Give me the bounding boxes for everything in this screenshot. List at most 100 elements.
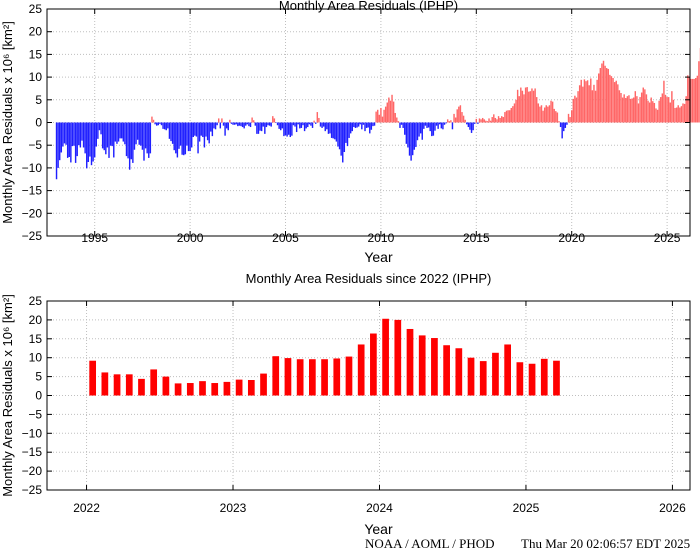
chart1-bar: [435, 122, 438, 126]
chart1-bar: [105, 122, 107, 155]
chart1-bar: [351, 122, 353, 132]
chart1-bar: [675, 107, 678, 123]
chart1-ytick-label: 25: [29, 2, 43, 16]
chart1-bar: [618, 90, 621, 123]
chart1-bar: [613, 82, 616, 123]
chart1-bar: [70, 122, 72, 163]
chart2-ytick-label: 10: [29, 351, 43, 365]
chart1-bar: [577, 91, 579, 123]
chart1-bar: [357, 122, 360, 127]
chart1-bar: [140, 122, 142, 146]
chart1-bar: [528, 91, 530, 123]
chart1-bar: [364, 122, 366, 132]
chart1-bar: [426, 122, 428, 128]
chart1-bar: [637, 103, 640, 123]
chart1-bar: [524, 87, 527, 123]
chart1-ytick-label: 20: [29, 25, 43, 39]
chart1-bar: [225, 122, 228, 129]
chart1-bar: [286, 122, 288, 137]
chart1-bar: [491, 117, 493, 123]
chart1-bar: [666, 97, 668, 123]
chart1-bar: [555, 111, 557, 123]
chart1-bar: [125, 122, 128, 157]
chart1-bar: [76, 122, 78, 157]
chart1-bar: [326, 122, 328, 130]
chart1-bar: [559, 122, 562, 128]
chart1-bar: [278, 122, 280, 129]
chart1-bar: [222, 122, 225, 126]
chart1-bar: [235, 122, 237, 125]
chart1-bar: [338, 122, 341, 150]
chart1-bar: [186, 122, 188, 146]
chart1-bar: [124, 122, 126, 145]
chart1-bar: [440, 122, 443, 129]
chart1-bar: [152, 119, 155, 123]
chart1-bar: [319, 122, 322, 127]
chart1-bar: [628, 95, 630, 123]
chart1-bar: [170, 122, 172, 142]
chart1-bar: [607, 68, 609, 123]
chart1-bar: [90, 122, 93, 166]
chart2-bar: [150, 369, 158, 396]
chart1-bar: [536, 97, 538, 123]
chart1-bar: [682, 103, 684, 123]
chart2-ytick-label: −5: [28, 407, 42, 421]
chart1-bar: [111, 122, 113, 147]
chart1-xtick-label: 2005: [272, 231, 299, 245]
chart1-bar: [375, 111, 377, 123]
chart1-bar: [264, 122, 266, 134]
chart1-bar: [631, 98, 633, 123]
chart1-bar: [450, 120, 452, 123]
chart1-bar: [507, 110, 509, 123]
chart1-bar: [652, 101, 654, 123]
chart1-xlabel: Year: [364, 249, 393, 265]
chart1-bar: [653, 102, 656, 123]
chart1-bar: [303, 122, 306, 132]
chart1-bar: [100, 122, 102, 135]
chart1-bar: [693, 78, 695, 123]
chart1-bar: [65, 122, 67, 145]
chart1-bar: [135, 122, 137, 145]
chart1-bar: [389, 100, 392, 123]
chart1-bar: [340, 122, 342, 156]
chart2-bar: [345, 356, 353, 396]
chart1-bar: [307, 122, 309, 128]
chart1-bar: [532, 90, 535, 123]
footer-timestamp: Thu Mar 20 02:06:57 EDT 2025: [521, 536, 691, 551]
chart1-bar: [245, 122, 247, 126]
chart2-bar: [516, 362, 524, 396]
chart1-bar: [569, 117, 571, 123]
chart1-bar: [474, 122, 476, 124]
chart2-bar: [284, 358, 292, 396]
chart1-bar: [308, 122, 311, 125]
chart2-xtick-label: 2025: [513, 501, 540, 515]
chart1-bar: [505, 110, 508, 123]
chart1-bar: [81, 122, 83, 141]
chart1-bar: [475, 118, 478, 123]
chart1-bar: [588, 85, 590, 123]
chart1-bar: [407, 122, 409, 148]
chart1-bar: [384, 106, 387, 123]
chart1-bar: [367, 122, 369, 128]
chart1-bar: [648, 102, 651, 123]
chart1-bar: [672, 99, 675, 123]
chart1-bar: [210, 122, 212, 132]
chart1-ytick-label: −10: [22, 161, 43, 175]
chart1-bar: [504, 112, 506, 123]
chart2-bar: [174, 383, 182, 396]
chart1-bar: [598, 73, 600, 123]
chart1-bar: [633, 97, 635, 123]
chart1-bar: [183, 122, 185, 156]
chart1-xtick-label: 2000: [177, 231, 204, 245]
chart1-bar: [365, 122, 368, 128]
chart1-bar: [605, 68, 608, 123]
chart1-bar: [313, 120, 315, 123]
chart1-bar: [466, 122, 468, 125]
chart1-bar: [146, 122, 148, 154]
chart1-bar: [512, 106, 514, 123]
chart1-bar: [644, 89, 646, 123]
chart1-bar: [106, 122, 109, 148]
chart2-xtick-label: 2024: [366, 501, 393, 515]
chart1-bar: [84, 122, 86, 154]
chart1-bar: [92, 122, 94, 162]
